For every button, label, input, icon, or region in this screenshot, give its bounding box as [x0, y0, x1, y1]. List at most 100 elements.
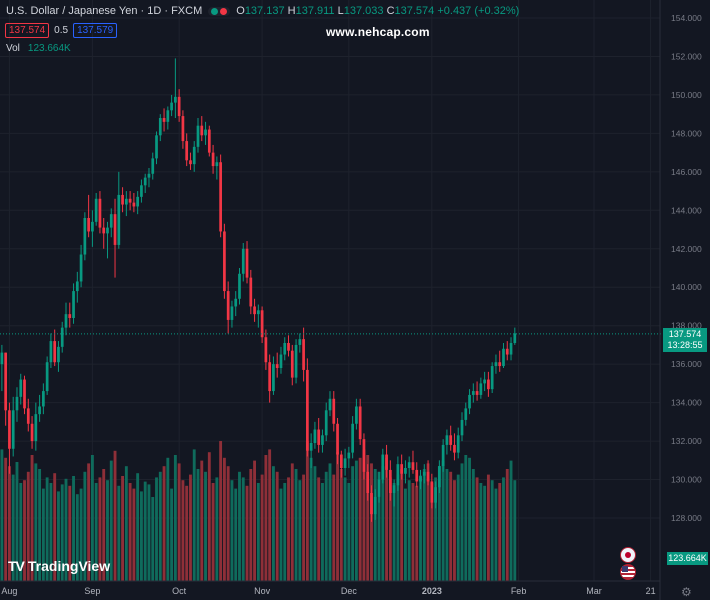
- candle-body: [302, 339, 305, 370]
- price-tick-label: 152.000: [671, 51, 702, 61]
- japan-flag-icon[interactable]: [620, 547, 636, 563]
- time-tick-label: 2023: [422, 586, 442, 596]
- volume-bar: [411, 483, 415, 581]
- volume-bar: [90, 455, 94, 581]
- volume-bar: [234, 488, 238, 581]
- candle-body: [147, 173, 151, 178]
- volume-bar: [106, 480, 109, 581]
- candle-body: [121, 194, 124, 205]
- settings-gear-icon[interactable]: ⚙: [681, 585, 692, 599]
- volume-bar: [407, 480, 411, 581]
- volume-bar: [147, 484, 151, 581]
- volume-bar: [392, 483, 396, 581]
- candles: [0, 58, 517, 522]
- volume-bar: [19, 483, 23, 581]
- candle-body: [249, 277, 253, 307]
- candle-body: [290, 350, 294, 378]
- candle-body: [328, 398, 332, 411]
- candle-body: [494, 362, 498, 367]
- volume-bar: [230, 480, 234, 581]
- volume-bar: [215, 477, 219, 581]
- tradingview-logo-text: TradingView: [27, 558, 111, 574]
- volume-bar: [173, 455, 177, 581]
- candle-body: [166, 110, 170, 122]
- symbol-title[interactable]: U.S. Dollar / Japanese Yen · 1D · FXCM: [6, 5, 203, 17]
- candle-body: [400, 464, 404, 474]
- volume-bar: [117, 485, 121, 581]
- candle-body: [124, 198, 128, 205]
- candle-body: [471, 391, 475, 395]
- price-tick-label: 128.000: [671, 513, 702, 523]
- candle-body: [140, 185, 143, 197]
- candle-body: [456, 435, 460, 453]
- volume-bar: [249, 469, 253, 581]
- volume-bars: [0, 441, 517, 581]
- candle-body: [181, 116, 185, 142]
- candle-body: [158, 118, 162, 136]
- candle-body: [106, 227, 109, 234]
- candle-body: [26, 408, 30, 424]
- candle-body: [430, 481, 434, 503]
- volume-bar: [271, 466, 275, 581]
- volume-bar: [426, 463, 430, 581]
- candle-body: [211, 152, 215, 167]
- candle-body: [8, 410, 11, 449]
- volume-bar: [332, 474, 336, 581]
- candle-body: [196, 125, 200, 147]
- volume-bar: [403, 488, 407, 581]
- volume-bar: [287, 477, 290, 581]
- candle-body: [441, 444, 445, 467]
- candle-body: [298, 339, 302, 345]
- volume-bar: [72, 476, 75, 581]
- candle-body: [230, 306, 234, 320]
- price-tick-label: 154.000: [671, 13, 702, 23]
- sell-price-button[interactable]: 137.574: [5, 23, 50, 38]
- candle-body: [151, 158, 155, 174]
- volume-bar: [162, 466, 166, 581]
- candle-body: [155, 135, 158, 159]
- candle-body: [143, 177, 147, 186]
- volume-bar: [381, 466, 385, 581]
- volume-bar: [449, 471, 453, 581]
- volume-bar: [490, 480, 494, 581]
- status-indicators[interactable]: [208, 6, 231, 16]
- price-tick-label: 144.000: [671, 205, 702, 215]
- candle-body: [226, 291, 230, 320]
- volume-bar: [460, 463, 464, 581]
- tradingview-logo[interactable]: TV TradingView: [8, 558, 110, 574]
- volume-bar: [200, 460, 204, 581]
- volume-bar: [351, 466, 355, 581]
- candle-body: [102, 227, 106, 234]
- volume-bar: [513, 480, 517, 581]
- candle-body: [45, 362, 49, 392]
- candle-body: [426, 471, 430, 482]
- candle-body: [245, 248, 249, 278]
- buy-price-button[interactable]: 137.579: [73, 23, 118, 38]
- volume-bar: [222, 457, 226, 581]
- volume-bar: [11, 474, 15, 581]
- candle-body: [275, 364, 279, 368]
- volume-bar: [366, 455, 370, 581]
- candle-body: [373, 496, 377, 515]
- volume-bar: [185, 485, 189, 581]
- volume-bar: [196, 469, 200, 581]
- candle-body: [177, 96, 181, 117]
- candle-body: [407, 462, 411, 468]
- volume-bar: [309, 457, 313, 581]
- volume-bar: [181, 480, 185, 581]
- candle-body: [283, 343, 287, 355]
- volume-bar: [98, 477, 102, 581]
- volume-label[interactable]: Vol: [6, 43, 20, 54]
- candle-body: [483, 379, 486, 384]
- candle-body: [204, 129, 207, 136]
- candle-body: [30, 423, 34, 442]
- us-flag-icon[interactable]: [620, 564, 636, 580]
- volume-bar: [486, 474, 490, 581]
- candle-body: [174, 96, 177, 103]
- volume-bar: [317, 477, 321, 581]
- volume-bar: [509, 460, 513, 581]
- candle-body: [234, 298, 238, 307]
- close-value: 137.574: [394, 5, 435, 17]
- volume-bar: [324, 471, 328, 581]
